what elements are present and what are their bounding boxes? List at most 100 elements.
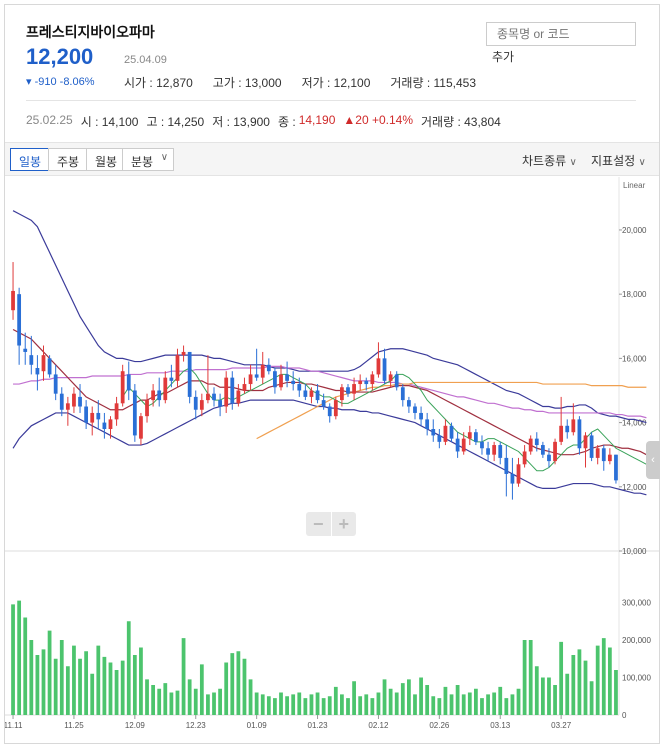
- candle-body: [614, 454, 618, 481]
- x-tick-label: 02.12: [368, 721, 389, 730]
- volume-bar: [53, 658, 58, 715]
- info-low: 저 : 13,900: [212, 115, 270, 129]
- zoom-out-icon[interactable]: −: [306, 512, 332, 536]
- candle-body: [571, 419, 576, 433]
- tab-minute[interactable]: 분봉 ∨: [122, 148, 175, 171]
- volume-bar: [273, 698, 277, 715]
- chevron-down-icon: ∨: [160, 152, 169, 163]
- candle-body: [285, 374, 289, 381]
- tab-weekly[interactable]: 주봉: [48, 148, 89, 171]
- candle-body: [461, 438, 466, 452]
- volume-bar: [120, 660, 125, 715]
- chevron-down-icon: ∨: [638, 157, 646, 168]
- volume-bar: [559, 641, 564, 715]
- chevron-left-icon: ‹: [651, 454, 655, 466]
- tab-daily[interactable]: 일봉: [10, 148, 51, 171]
- high-price: 고가 : 13,000: [212, 76, 282, 90]
- volume-bar: [528, 640, 533, 715]
- candle-body: [352, 384, 356, 394]
- volume-bar: [309, 694, 314, 715]
- volume-tick-label: 300,000: [622, 599, 651, 608]
- candle-body: [327, 406, 332, 417]
- volume-bar: [17, 600, 22, 715]
- indicator-menu[interactable]: 지표설정 ∨: [591, 152, 646, 169]
- volume-tick-label: 0: [622, 711, 627, 720]
- candle-body: [163, 377, 168, 401]
- candle-body: [78, 396, 82, 407]
- candlestick-chart[interactable]: Linear 20,000 18,000 16,000 14,000 12,000 10,0…: [5, 177, 659, 743]
- volume-bar: [65, 666, 70, 715]
- candle-body: [559, 425, 564, 442]
- chart-widget-frame: [4, 4, 660, 744]
- candle-body: [279, 374, 283, 388]
- candle-body: [126, 374, 131, 391]
- volume-bar: [607, 647, 612, 715]
- volume-bar: [400, 683, 405, 715]
- volume-bar: [461, 694, 466, 715]
- low-price: 저가 : 12,100: [301, 76, 371, 90]
- candle-body: [504, 457, 509, 474]
- volume-bar: [516, 688, 521, 715]
- volume-bar: [169, 692, 174, 715]
- candle-body: [498, 445, 503, 458]
- candle-body: [11, 290, 15, 311]
- candle-body: [449, 425, 454, 439]
- volume-bar: [382, 679, 387, 715]
- stock-name: 프레스티지바이오파마: [26, 24, 155, 40]
- x-tick-label: 03.27: [551, 721, 572, 730]
- volume-bar: [279, 692, 283, 715]
- info-close: 14,190: [298, 113, 336, 127]
- volume-bar: [340, 694, 344, 715]
- current-price: 12,200: [26, 44, 94, 69]
- volume-bar: [388, 688, 393, 715]
- candle-body: [407, 400, 411, 407]
- candle-body: [72, 393, 76, 407]
- side-panel-toggle[interactable]: ‹: [646, 441, 660, 479]
- candle-body: [181, 351, 186, 356]
- candle-body: [59, 393, 64, 410]
- volume-bar: [321, 698, 326, 715]
- candle-body: [236, 390, 241, 404]
- tab-minute-label: 분봉: [131, 155, 154, 169]
- candle-body: [419, 412, 423, 420]
- candle-body: [413, 406, 417, 413]
- x-tick-label: 11.25: [64, 721, 84, 730]
- search-input[interactable]: [486, 22, 636, 46]
- zoom-control: − +: [306, 512, 356, 536]
- volume-bar: [151, 685, 156, 715]
- volume-bar: [187, 679, 192, 715]
- candle-body: [41, 355, 46, 372]
- candle-body: [23, 348, 28, 352]
- candle-body: [260, 364, 265, 378]
- divider: [26, 100, 636, 101]
- volume-bar: [193, 688, 198, 715]
- candle-body: [132, 390, 137, 436]
- volume-bar: [455, 685, 460, 715]
- candle-body: [108, 419, 113, 429]
- candle-body: [29, 355, 34, 365]
- volume-bar: [90, 673, 95, 715]
- volume-bar: [553, 685, 557, 715]
- volume-bar: [480, 698, 484, 715]
- volume-bar: [206, 694, 210, 715]
- candle-body: [120, 371, 125, 404]
- tab-monthly[interactable]: 월봉: [86, 148, 127, 171]
- volume-bar: [303, 698, 308, 715]
- volume-bar: [492, 692, 497, 715]
- candle-body: [376, 358, 381, 375]
- quote-date: 25.04.09: [124, 54, 167, 66]
- candle-body: [431, 429, 436, 436]
- chart-type-menu[interactable]: 차트종류 ∨: [522, 152, 577, 169]
- chart-type-label: 차트종류: [522, 154, 567, 168]
- candle-body: [84, 406, 89, 423]
- volume-bar: [157, 688, 162, 715]
- candle-body: [607, 454, 612, 462]
- volume-bar: [504, 698, 509, 715]
- candle-body: [333, 400, 338, 417]
- volume-bar: [139, 647, 143, 715]
- volume-bar: [547, 677, 551, 715]
- indicator-label: 지표설정: [591, 154, 636, 168]
- candle-body: [206, 393, 210, 401]
- zoom-in-icon[interactable]: +: [338, 514, 349, 534]
- add-button[interactable]: 추가: [492, 50, 515, 64]
